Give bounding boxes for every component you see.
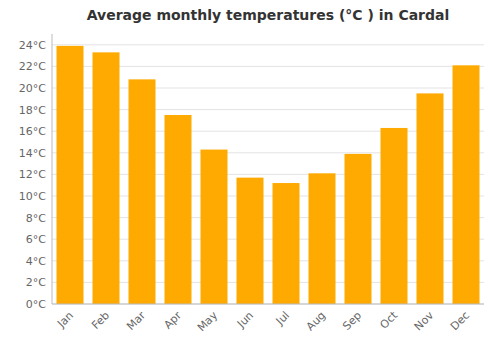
bar bbox=[129, 79, 156, 304]
bar bbox=[273, 183, 300, 304]
y-tick-label: 8°C bbox=[26, 212, 46, 225]
x-tick-label: Aug bbox=[304, 309, 328, 333]
x-tick-label: Jun bbox=[234, 309, 256, 331]
y-tick-label: 2°C bbox=[26, 276, 46, 289]
x-tick-label: Mar bbox=[124, 309, 148, 333]
bar bbox=[201, 150, 228, 304]
y-tick-label: 24°C bbox=[19, 39, 46, 52]
y-axis-line bbox=[52, 34, 53, 304]
x-tick-label: Apr bbox=[161, 309, 184, 332]
title: Average monthly temperatures (°C ) in Ca… bbox=[87, 7, 450, 23]
bars bbox=[57, 46, 480, 304]
y-tick-label: 6°C bbox=[26, 233, 46, 246]
y-axis: 0°C 2°C 4°C 6°C 8°C 10°C 12°C 14°C 16°C 18°C 20°C 2… bbox=[19, 39, 46, 311]
x-axis-line bbox=[52, 304, 484, 305]
y-tick-label: 12°C bbox=[19, 168, 46, 181]
y-tick-label: 20°C bbox=[19, 82, 46, 95]
x-axis: Jan Feb Mar Apr May Jun Jul Aug Sep Oct Nov Dec bbox=[54, 308, 472, 334]
y-tick-label: 0°C bbox=[26, 298, 46, 311]
y-tick-label: 4°C bbox=[26, 255, 46, 268]
y-tick-label: 22°C bbox=[19, 60, 46, 73]
bar bbox=[417, 93, 444, 304]
y-tick-label: 18°C bbox=[19, 104, 46, 117]
x-tick-label: Sep bbox=[340, 309, 364, 333]
grid-line bbox=[52, 304, 484, 305]
bar bbox=[93, 52, 120, 304]
x-tick-label: May bbox=[195, 309, 221, 335]
y-tick-label: 10°C bbox=[19, 190, 46, 203]
grid bbox=[52, 45, 484, 304]
x-tick-label: Oct bbox=[377, 308, 400, 331]
chart: Average monthly temperatures (°C ) in Ca… bbox=[0, 0, 500, 350]
grid-line bbox=[52, 44, 484, 45]
x-tick-label: Jan bbox=[54, 309, 76, 331]
y-tick-label: 16°C bbox=[19, 125, 46, 138]
bar bbox=[165, 115, 192, 304]
x-tick-label: Jul bbox=[273, 309, 292, 328]
x-tick-label: Feb bbox=[89, 309, 112, 332]
x-tick-label: Dec bbox=[448, 309, 472, 333]
bar bbox=[453, 65, 480, 304]
bar bbox=[57, 46, 84, 304]
bar bbox=[345, 154, 372, 304]
y-tick-label: 14°C bbox=[19, 147, 46, 160]
bar bbox=[237, 178, 264, 304]
x-tick-label: Nov bbox=[412, 309, 437, 334]
bar bbox=[381, 128, 408, 304]
bar bbox=[309, 173, 336, 304]
